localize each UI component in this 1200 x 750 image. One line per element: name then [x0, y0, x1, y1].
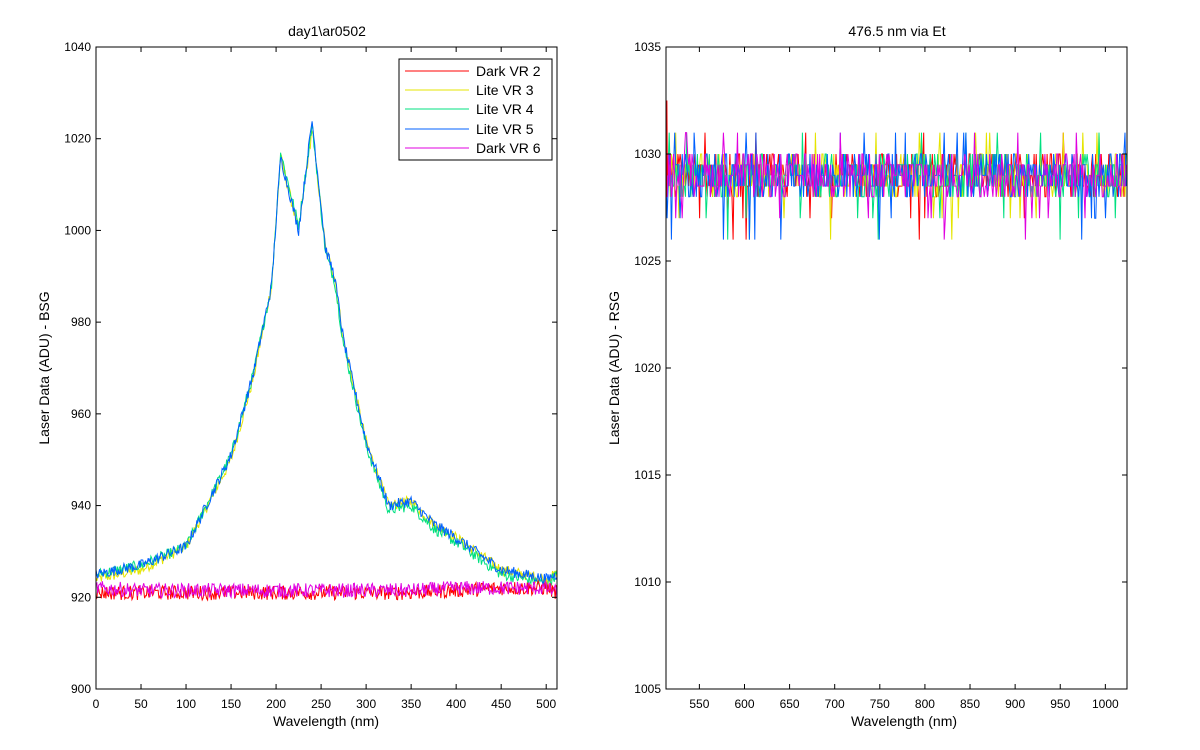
left-y-tick-label: 900 [71, 682, 91, 696]
right-chart-title: 476.5 nm via Et [848, 23, 945, 39]
left-y-tick-label: 1000 [64, 223, 91, 237]
right-y-tick-label: 1005 [634, 682, 661, 696]
right-x-tick-label: 750 [870, 697, 890, 711]
left-x-tick-label: 50 [134, 697, 148, 711]
right-x-tick-label: 600 [734, 697, 754, 711]
right-y-tick-label: 1030 [634, 147, 661, 161]
left-x-tick-label: 500 [536, 697, 556, 711]
left-chart: day1\ar0502 0 50 100 150 200 250 300 350 400 450 5… [36, 23, 558, 729]
right-x-tick-label: 650 [780, 697, 800, 711]
left-y-tick-label: 920 [71, 590, 91, 604]
right-x-ticks: 550 600 650 700 750 800 850 900 950 1000 [689, 47, 1119, 711]
right-chart: 476.5 nm via Et 550 600 650 700 750 800 850 900… [606, 23, 1128, 729]
left-y-axis-label: Laser Data (ADU) - BSG [36, 291, 52, 444]
right-series-group [665, 100, 1127, 240]
right-y-tick-label: 1035 [634, 40, 661, 54]
legend-label-lite-vr-3: Lite VR 3 [476, 82, 534, 98]
series-dark-vr-6 [95, 579, 558, 600]
legend-box [398, 58, 553, 161]
right-x-tick-label: 800 [915, 697, 935, 711]
left-chart-title: day1\ar0502 [288, 23, 366, 39]
right-y-tick-label: 1025 [634, 254, 661, 268]
left-y-tick-label: 980 [71, 315, 91, 329]
left-y-ticks: 900 920 940 960 980 1000 1020 1040 [64, 40, 557, 696]
legend-label-dark-vr-6: Dark VR 6 [476, 140, 541, 156]
right-x-tick-label: 1000 [1092, 697, 1119, 711]
legend: Dark VR 2 Lite VR 3 Lite VR 4 Lite VR 5 … [398, 58, 553, 161]
right-x-tick-label: 700 [825, 697, 845, 711]
left-x-tick-label: 350 [401, 697, 421, 711]
left-y-tick-label: 1040 [64, 40, 91, 54]
left-x-tick-label: 0 [93, 697, 100, 711]
left-y-tick-label: 960 [71, 407, 91, 421]
left-x-tick-label: 300 [356, 697, 376, 711]
left-x-tick-label: 400 [446, 697, 466, 711]
legend-label-lite-vr-5: Lite VR 5 [476, 121, 534, 137]
series-lite-vr-5 [95, 121, 558, 586]
right-y-tick-label: 1015 [634, 468, 661, 482]
left-x-tick-label: 250 [311, 697, 331, 711]
right-y-axis-label: Laser Data (ADU) - RSG [606, 291, 622, 445]
left-x-ticks: 0 50 100 150 200 250 300 350 400 450 500 [93, 47, 557, 711]
right-x-tick-label: 550 [689, 697, 709, 711]
left-x-tick-label: 200 [266, 697, 286, 711]
left-y-tick-label: 1020 [64, 132, 91, 146]
right-y-ticks: 1005 1010 1015 1020 1025 1030 1035 [634, 40, 1127, 696]
left-axes-box [95, 46, 558, 690]
left-x-tick-label: 450 [491, 697, 511, 711]
right-x-axis-label: Wavelength (nm) [851, 713, 957, 729]
right-x-tick-label: 900 [1005, 697, 1025, 711]
legend-label-lite-vr-4: Lite VR 4 [476, 101, 534, 117]
right-y-tick-label: 1020 [634, 361, 661, 375]
right-x-tick-label: 950 [1050, 697, 1070, 711]
right-start-spike [665, 100, 668, 197]
left-x-axis-label: Wavelength (nm) [273, 713, 379, 729]
legend-label-dark-vr-2: Dark VR 2 [476, 63, 541, 79]
left-series-group [95, 121, 558, 602]
right-y-tick-label: 1010 [634, 575, 661, 589]
left-x-tick-label: 100 [176, 697, 196, 711]
right-x-tick-label: 850 [960, 697, 980, 711]
right-series-5 [666, 132, 1127, 240]
left-y-tick-label: 940 [71, 499, 91, 513]
left-x-tick-label: 150 [221, 697, 241, 711]
